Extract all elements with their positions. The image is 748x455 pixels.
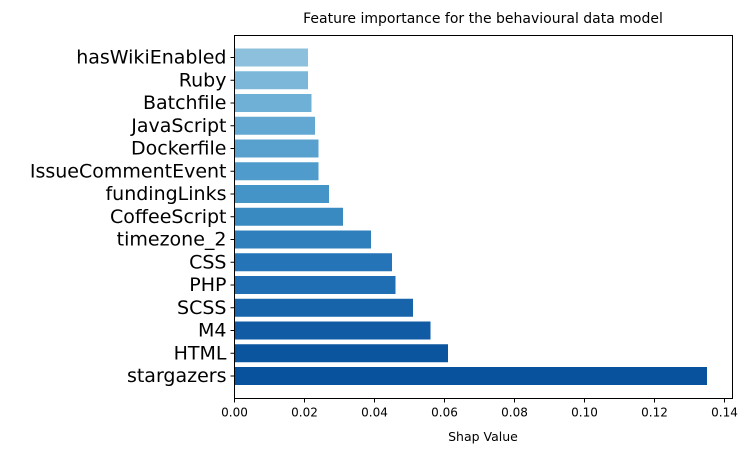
bar-dockerfile (234, 139, 319, 158)
category-label: CSS (189, 251, 226, 273)
bar-haswikienabled (234, 48, 308, 67)
x-tick-label: 0.00 (221, 406, 248, 420)
category-label: fundingLinks (105, 183, 226, 205)
category-label: M4 (198, 320, 226, 342)
bar-stargazers (234, 367, 707, 385)
x-axis-ticks: 0.00 0.02 0.04 0.06 0.08 0.10 0.12 0.14 (221, 398, 738, 420)
bar-javascript (234, 116, 315, 135)
category-label: SCSS (177, 297, 226, 319)
x-tick-label: 0.12 (641, 406, 668, 420)
bar-php (234, 276, 396, 294)
x-tick-label: 0.08 (501, 406, 528, 420)
category-label: JavaScript (130, 115, 226, 137)
category-label: PHP (189, 274, 226, 296)
category-labels: stargazersHTMLM4SCSSPHPCSStimezone_2Coff… (30, 47, 235, 387)
bar-timezone-2 (234, 230, 371, 249)
category-label: IssueCommentEvent (30, 160, 227, 182)
category-label: hasWikiEnabled (76, 47, 226, 69)
chart-title: Feature importance for the behavioural d… (303, 11, 663, 27)
bar-batchfile (234, 94, 312, 112)
x-axis-label: Shap Value (448, 429, 518, 444)
category-label: timezone_2 (117, 229, 227, 251)
category-label: CoffeeScript (110, 206, 226, 228)
bars-group (234, 48, 707, 385)
x-tick-label: 0.02 (291, 406, 318, 420)
bar-css (234, 253, 392, 272)
category-label: HTML (174, 342, 227, 364)
bar-scss (234, 298, 413, 317)
bar-ruby (234, 71, 308, 90)
x-tick-label: 0.14 (711, 406, 738, 420)
category-label: Dockerfile (131, 138, 226, 160)
bar-m4 (234, 321, 431, 340)
plot-frame (234, 35, 733, 399)
bar-fundinglinks (234, 185, 329, 203)
x-tick-label: 0.10 (571, 406, 598, 420)
bar-issuecommentevent (234, 162, 319, 181)
category-label: Ruby (179, 69, 227, 91)
x-tick-label: 0.04 (361, 406, 388, 420)
category-label: stargazers (127, 365, 227, 387)
bar-html (234, 344, 448, 363)
bar-coffeescript (234, 207, 343, 226)
category-label: Batchfile (143, 92, 227, 114)
x-tick-label: 0.06 (431, 406, 458, 420)
